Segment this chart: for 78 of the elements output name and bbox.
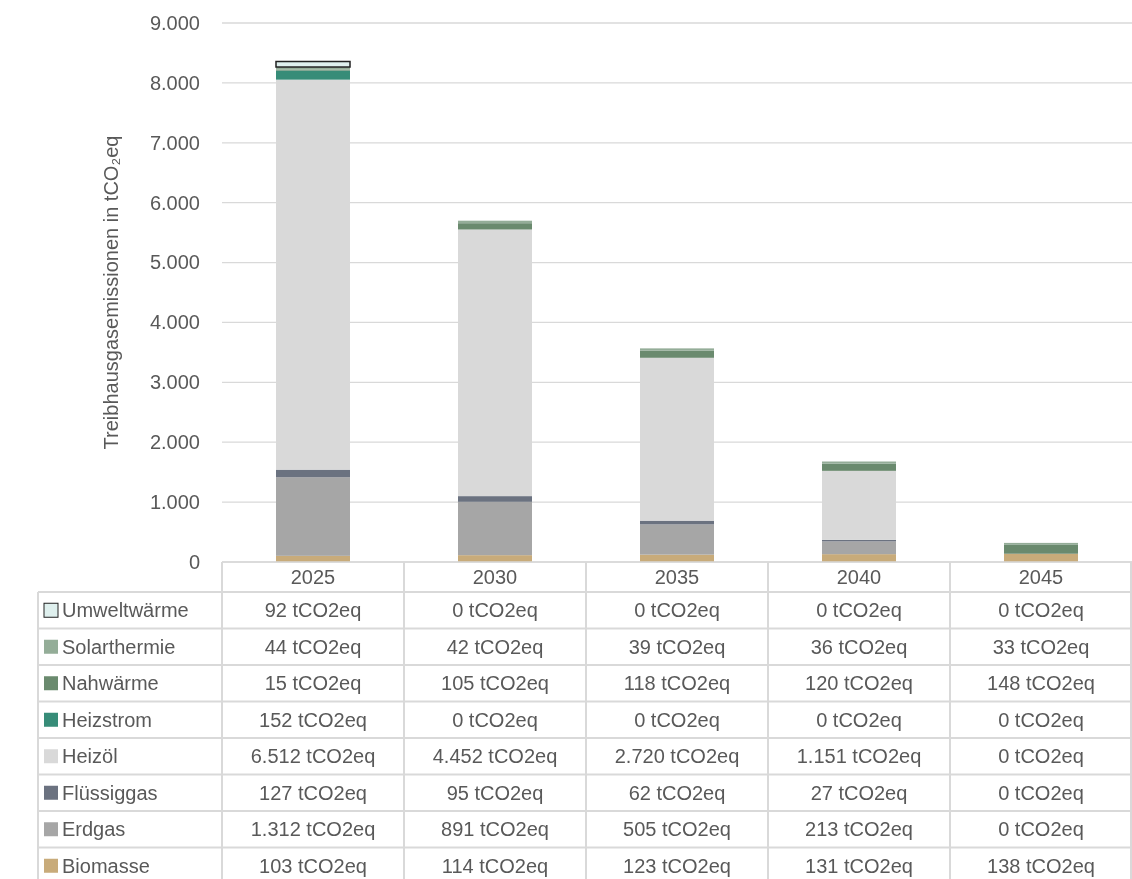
y-tick-label: 5.000 <box>149 251 200 274</box>
bar <box>458 223 532 230</box>
legend-label: Biomasse <box>62 854 150 877</box>
y-tick-label: 0 <box>188 550 200 573</box>
y-tick-label: 6.000 <box>149 191 200 214</box>
data-label: 118 tCO2eq <box>623 672 731 695</box>
data-label: 39 tCO2eq <box>628 635 726 658</box>
data-label: 0 tCO2eq <box>998 818 1084 841</box>
data-label: 4.452 tCO2eq <box>432 745 558 768</box>
data-label: 0 tCO2eq <box>634 599 720 622</box>
bar <box>275 60 351 68</box>
data-label: 44 tCO2eq <box>264 635 362 658</box>
bar <box>640 350 714 358</box>
data-label: 213 tCO2eq <box>805 818 913 841</box>
data-label: 0 tCO2eq <box>634 708 720 731</box>
legend-label: Umweltwärme <box>62 599 189 622</box>
data-label: 505 tCO2eq <box>623 818 731 841</box>
data-label: 127 tCO2eq <box>259 781 367 804</box>
data-label: 6.512 tCO2eq <box>250 745 376 768</box>
data-label: 0 tCO2eq <box>998 745 1084 768</box>
data-label: 0 tCO2eq <box>816 599 902 622</box>
legend-label: Heizstrom <box>62 708 153 731</box>
data-label: 0 tCO2eq <box>998 599 1084 622</box>
x-tick-label: 2025 <box>290 566 336 588</box>
x-tick-label: 2035 <box>654 566 700 588</box>
data-label: 131 tCO2eq <box>805 854 913 877</box>
data-label: 0 tCO2eq <box>452 599 538 622</box>
data-label: 120 tCO2eq <box>805 672 913 695</box>
legend-label: Nahwärme <box>62 672 159 695</box>
x-tick-label: 2030 <box>472 566 518 588</box>
legend-label: Heizöl <box>62 745 118 768</box>
x-tick-label: 2045 <box>1018 566 1064 588</box>
y-axis-title: Treibhausgasemissionen in tCO₂eq <box>100 135 122 450</box>
y-tick-label: 1.000 <box>149 491 200 514</box>
data-label: 148 tCO2eq <box>987 672 1095 695</box>
bar <box>640 348 714 351</box>
data-label: 95 tCO2eq <box>446 781 544 804</box>
data-label: 36 tCO2eq <box>810 635 908 658</box>
data-label: 33 tCO2eq <box>992 635 1090 658</box>
data-label: 0 tCO2eq <box>816 708 902 731</box>
y-tick-label: 4.000 <box>149 311 200 334</box>
data-label: 1.151 tCO2eq <box>796 745 922 768</box>
data-label: 0 tCO2eq <box>998 708 1084 731</box>
bar <box>822 541 896 555</box>
data-label: 1.312 tCO2eq <box>250 818 376 841</box>
bar <box>822 463 896 471</box>
y-tick-label: 8.000 <box>149 71 200 94</box>
y-tick-label: 2.000 <box>149 431 200 454</box>
data-label: 138 tCO2eq <box>987 854 1095 877</box>
data-label: 103 tCO2eq <box>259 854 367 877</box>
bar <box>458 496 532 502</box>
legend-label: Solarthermie <box>62 635 176 658</box>
y-tick-label: 3.000 <box>149 371 200 394</box>
data-label: 27 tCO2eq <box>810 781 908 804</box>
bar <box>458 501 532 556</box>
data-label: 891 tCO2eq <box>441 818 549 841</box>
y-tick-label: 9.000 <box>149 11 200 34</box>
data-label: 105 tCO2eq <box>441 672 549 695</box>
bar <box>640 524 714 555</box>
y-tick-label: 7.000 <box>149 131 200 154</box>
data-label: 0 tCO2eq <box>452 708 538 731</box>
bar <box>276 469 350 478</box>
bar <box>822 461 896 464</box>
data-label: 152 tCO2eq <box>259 708 367 731</box>
data-label: 42 tCO2eq <box>446 635 544 658</box>
bar <box>1004 544 1078 554</box>
data-label: 2.720 tCO2eq <box>614 745 740 768</box>
bar <box>276 70 350 80</box>
data-label: 0 tCO2eq <box>998 781 1084 804</box>
data-label: 62 tCO2eq <box>628 781 726 804</box>
data-label: 92 tCO2eq <box>264 599 362 622</box>
data-label: 123 tCO2eq <box>623 854 731 877</box>
bar <box>276 477 350 556</box>
data-label: 15 tCO2eq <box>264 672 362 695</box>
data-label: 114 tCO2eq <box>441 854 549 877</box>
legend-label: Erdgas <box>62 818 126 841</box>
legend-label: Flüssiggas <box>62 781 158 804</box>
x-tick-label: 2040 <box>836 566 882 588</box>
